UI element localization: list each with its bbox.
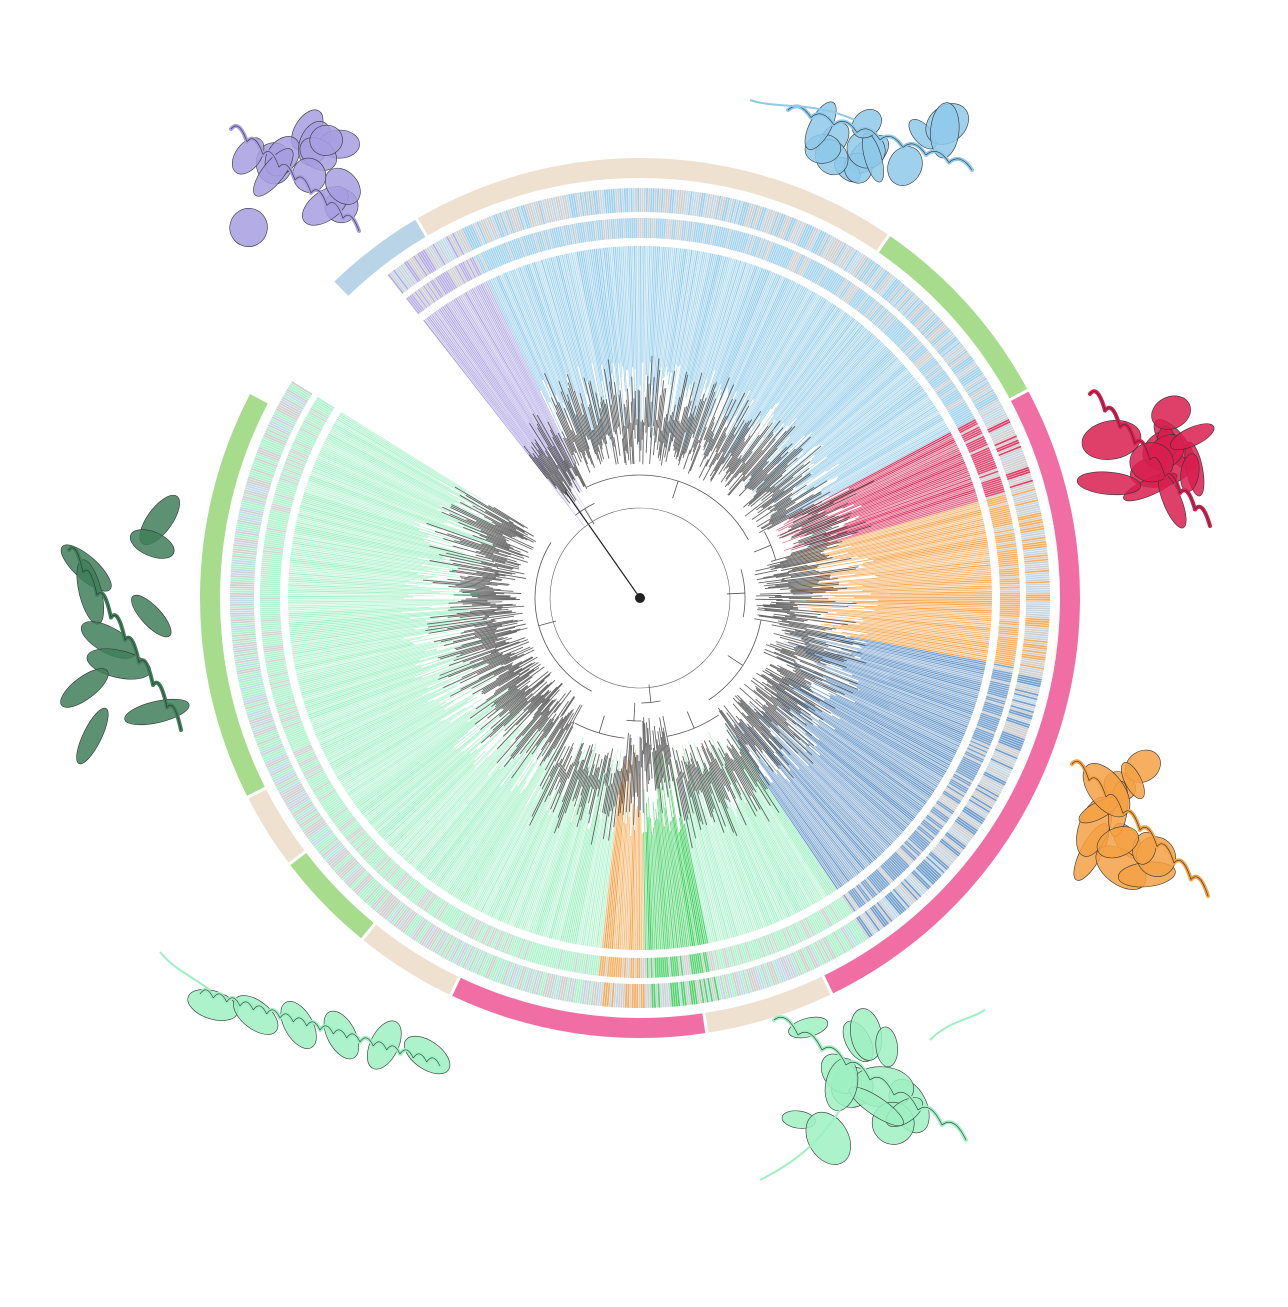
clade-orange-lower (601, 749, 645, 950)
outer-ring-segment-5 (705, 976, 831, 1033)
outer-ring-segment-9 (248, 789, 305, 863)
outer-ring-segment-3 (878, 236, 1028, 399)
clade-mint-left-middle-ring (229, 381, 463, 963)
outer-ring-segment-6 (452, 977, 706, 1038)
inner-annotation-ring (260, 218, 1020, 978)
clade-mint-left-inner-ring (260, 396, 475, 936)
clade-mint-lower-inner-ring (710, 896, 853, 971)
clade-crimson-inner-ring (957, 418, 1006, 500)
mint-protein-structure-icon-bottom-left (159, 951, 451, 1075)
protein-structure-icons (60, 99, 1215, 1181)
outer-ring-segment-4 (824, 391, 1080, 994)
clade-sky-blue (487, 245, 951, 522)
clade-mint-lower (673, 725, 837, 944)
clade-mint-lower-middle-ring (715, 918, 870, 1001)
outer-ring-segment-10 (199, 394, 268, 796)
teal-protein-structure-icon-left (60, 494, 190, 765)
clade-orange-upper (787, 501, 993, 662)
clade-orange-lower-inner-ring (598, 955, 645, 978)
clade-steel-blue-middle-ring (856, 668, 1044, 938)
clade-sky-blue-middle-ring (461, 188, 1002, 416)
orange-protein-structure-icon (1070, 749, 1210, 898)
clade-mint-green (643, 748, 709, 950)
clade-orange-upper-middle-ring (1011, 486, 1050, 672)
clade-mint-middle-middle-ring (451, 941, 598, 1006)
sky-blue-protein-structure-icon (749, 99, 974, 186)
middle-annotation-ring (229, 188, 1050, 1008)
clade-mint-middle (478, 737, 622, 948)
clade-mint-green-inner-ring (644, 951, 714, 978)
clade-orange-upper-inner-ring (986, 494, 1020, 667)
outer-ring-segment-8 (290, 852, 374, 939)
clade-mint-green-middle-ring (645, 976, 720, 1008)
tree-branches (423, 355, 875, 849)
clade-lavender-inner-ring (406, 255, 484, 315)
outer-ring-segment-2 (417, 158, 888, 251)
clade-orange-lower-middle-ring (595, 981, 645, 1008)
lavender-protein-structure-icon (229, 109, 361, 247)
clade-lavender-middle-ring (387, 228, 473, 294)
outer-ring-segment-7 (363, 924, 459, 995)
clade-mint-left (288, 411, 568, 911)
clade-mint-middle-inner-ring (465, 917, 601, 976)
mint-protein-structure-icon-bottom-right (759, 1008, 986, 1181)
clade-sky-blue-inner-ring (475, 218, 976, 429)
outer-ring-segment-1 (334, 219, 426, 296)
outer-annotation-ring (199, 158, 1080, 1038)
crimson-protein-structure-icon (1076, 389, 1215, 529)
clade-steel-blue (725, 630, 987, 890)
clade-steel-blue-inner-ring (841, 663, 1014, 913)
clade-crimson-middle-ring (980, 404, 1035, 493)
